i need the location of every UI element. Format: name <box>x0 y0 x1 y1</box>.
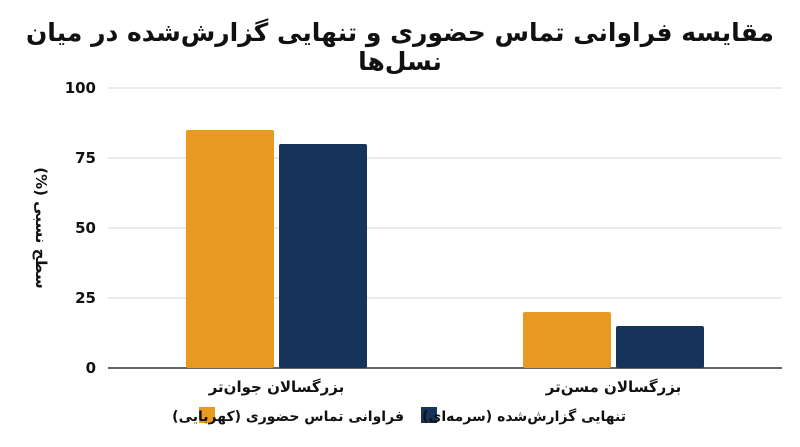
y-tick-label: 50 <box>75 219 96 237</box>
bar-contact-1 <box>186 130 274 368</box>
bar-loneliness-1 <box>279 144 367 368</box>
legend-swatch <box>421 407 437 423</box>
bar-loneliness-2 <box>616 326 704 368</box>
bars <box>186 130 704 368</box>
x-tick-label: بزرگسالان جوان‌تر <box>208 378 345 396</box>
legend: فراوانی تماس حضوری (کهربایی) تنهایی گزارش… <box>172 407 626 425</box>
legend-swatch <box>199 407 215 423</box>
y-tick-label: 25 <box>75 289 96 307</box>
bar-contact-2 <box>523 312 611 368</box>
y-tick-label: 75 <box>75 149 96 167</box>
chart-title: مقایسه فراوانی تماس حضوری و تنهایی گزارش… <box>25 18 775 76</box>
x-tick-label: بزرگسالان مسن‌تر <box>545 378 681 396</box>
legend-label: تنهایی گزارش‌شده (سرمه‌ای) <box>422 408 626 425</box>
y-tick-label: 0 <box>86 359 96 377</box>
y-axis-label: سطح نسبی (%) <box>32 167 50 289</box>
y-tick-label: 100 <box>65 79 96 97</box>
axes: 0 25 50 75 100 بزرگسالان جوان‌تر بزرگسالان مسن… <box>65 79 682 396</box>
legend-label: فراوانی تماس حضوری (کهربایی) <box>172 409 404 425</box>
